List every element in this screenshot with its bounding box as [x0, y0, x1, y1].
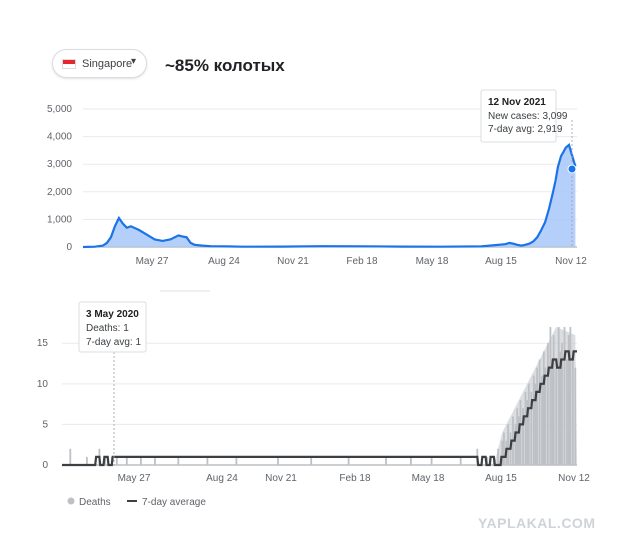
- cases-tooltip: 12 Nov 2021 New cases: 3,099 7-day avg: …: [480, 89, 568, 143]
- deaths-bar: [86, 456, 88, 465]
- watermark: YAPLAKAL.COM: [478, 515, 596, 531]
- cases-y-tick-label: 5,000: [47, 104, 72, 115]
- annotation: ~85% колотых: [165, 56, 285, 75]
- singapore-flag-icon: [62, 59, 76, 69]
- deaths-y-tick-label: 0: [42, 460, 48, 471]
- deaths-bar: [459, 456, 462, 465]
- cases-x-tick-label: Nov 12: [555, 256, 587, 267]
- deaths-x-tick-label: Feb 18: [339, 473, 371, 484]
- deaths-y-tick-label: 5: [42, 419, 48, 430]
- chevron-down-icon: ▾: [131, 56, 137, 67]
- cases-tooltip-avg: 7-day avg: 2,919: [488, 124, 563, 135]
- cases-x-tick-label: Nov 21: [277, 256, 309, 267]
- cases-y-tick-label: 4,000: [47, 132, 72, 143]
- cases-y-tick-label: 0: [66, 242, 72, 253]
- deaths-x-tick-label: Aug 24: [206, 473, 238, 484]
- deaths-x-tick-label: May 27: [118, 473, 151, 484]
- deaths-bar: [486, 456, 489, 465]
- deaths-bar: [154, 456, 156, 465]
- deaths-bar: [277, 456, 279, 465]
- country-select[interactable]: Singapore ▾: [52, 49, 147, 78]
- cases-x-tick-label: May 27: [136, 256, 169, 267]
- cases-tooltip-new-cases: New cases: 3,099: [488, 111, 568, 122]
- deaths-bar: [206, 456, 209, 465]
- deaths-chart[interactable]: 0 5 10 15 May 27 Aug 24 Nov 21 Feb 18 May 18 Aug…: [0, 290, 640, 515]
- deaths-y-tick-label: 15: [37, 338, 49, 349]
- cases-x-tick-label: May 18: [416, 256, 449, 267]
- deaths-x-tick-label: May 18: [412, 473, 445, 484]
- cases-y-tick-label: 1,000: [47, 214, 72, 225]
- deaths-avg-line: [62, 350, 577, 467]
- deaths-bar: [385, 456, 387, 465]
- cases-chart[interactable]: 0 1,000 2,000 3,000 4,000 5,000 May 27 Aug 24 N…: [0, 85, 640, 275]
- cases-x-tick-label: Aug 24: [208, 256, 240, 267]
- deaths-x-tick-label: Nov 21: [265, 473, 297, 484]
- deaths-legend: Deaths 7-day average: [67, 497, 206, 508]
- cases-tooltip-date: 12 Nov 2021: [488, 97, 546, 108]
- deaths-bar: [69, 448, 72, 465]
- country-label: Singapore: [82, 58, 133, 70]
- deaths-tooltip-avg: 7-day avg: 1: [86, 337, 141, 348]
- cases-x-tick-label: Feb 18: [346, 256, 378, 267]
- deaths-x-tick-label: Nov 12: [558, 473, 590, 484]
- deaths-bar: [140, 456, 142, 465]
- deaths-bar: [104, 456, 107, 465]
- cases-area: [83, 144, 576, 247]
- legend-deaths-swatch: [67, 497, 75, 505]
- deaths-bar: [115, 456, 118, 465]
- deaths-tooltip: 3 May 2020 Deaths: 1 7-day avg: 1: [78, 301, 147, 353]
- deaths-bar: [410, 456, 412, 465]
- cases-y-tick-label: 2,000: [47, 187, 72, 198]
- deaths-y-tick-label: 10: [37, 379, 49, 390]
- deaths-bar: [310, 456, 313, 465]
- deaths-bar: [430, 456, 433, 465]
- deaths-tooltip-date: 3 May 2020: [86, 309, 139, 320]
- cases-y-tick-label: 3,000: [47, 159, 72, 170]
- deaths-x-tick-label: Aug 15: [485, 473, 517, 484]
- legend-deaths-label: Deaths: [79, 497, 111, 508]
- deaths-bar: [235, 456, 238, 465]
- cases-avg-line: [82, 142, 577, 249]
- deaths-tooltip-deaths: Deaths: 1: [86, 323, 129, 334]
- deaths-bar: [125, 456, 128, 465]
- cases-x-tick-label: Aug 15: [485, 256, 517, 267]
- cases-highlight-point: [567, 164, 577, 174]
- legend-avg-label: 7-day average: [142, 497, 206, 508]
- deaths-bar: [347, 456, 350, 465]
- deaths-bar: [177, 456, 180, 465]
